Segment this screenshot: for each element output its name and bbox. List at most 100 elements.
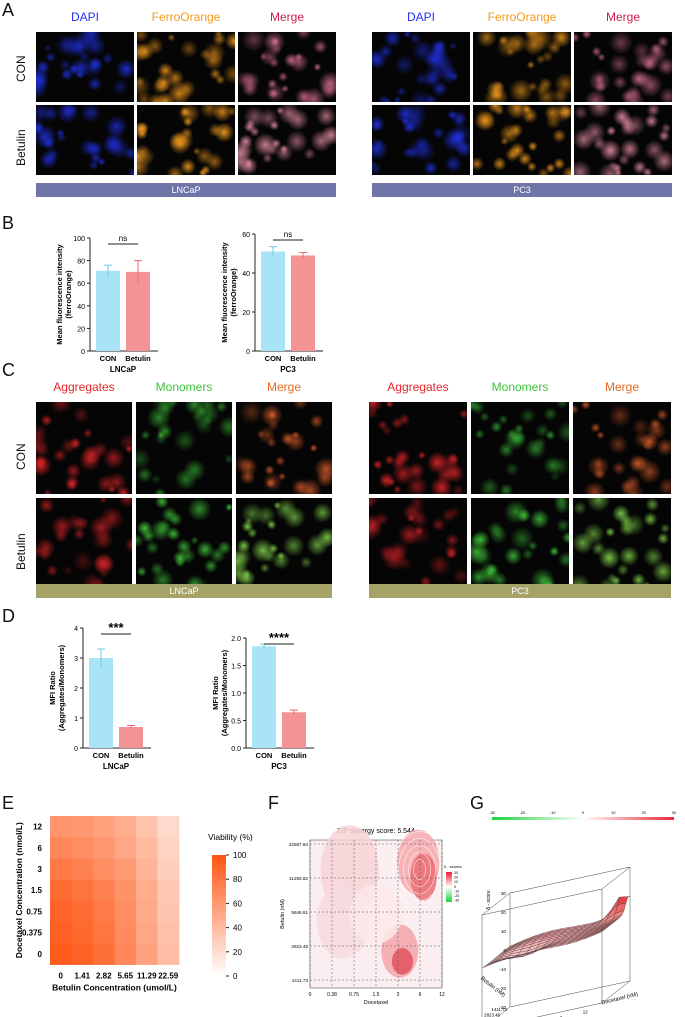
y-tick-label: 3: [74, 656, 78, 663]
micrograph-lncap-betulin-aggregates: [36, 498, 132, 590]
y-tick-label: 2.0: [231, 636, 241, 643]
micrograph-lncap-con-merge: [236, 402, 332, 494]
heatmap-cell: [136, 816, 158, 838]
x-tick-label: 5.65: [117, 971, 133, 980]
heatmap-cell: [114, 900, 137, 923]
y-axis-label: MFI Ratio(Aggregates/Monomers): [211, 649, 229, 736]
x-axis-label: PC3: [280, 365, 296, 374]
contour-line: [408, 852, 431, 887]
bar-chart-b-pc3: 0 20 40 60 CON Betulin PC3 ns Mean fluorescence …: [220, 230, 323, 374]
y-tick-label: 0.375: [22, 929, 43, 938]
heatmap-cell: [71, 922, 94, 944]
micrograph-lncap-betulin-dapi: [36, 105, 134, 175]
synergy-3d-surface: -30 -20 -10 0 10 20 30 30 20 10 0 -10 -20 -30 δ - scor…: [479, 810, 677, 1017]
y-tick-label: 3: [38, 865, 43, 874]
legend-tick-label: 10: [454, 880, 458, 884]
x-axis-label: LNCaP: [110, 365, 137, 374]
y-tick-label: 4: [74, 626, 78, 633]
y-tick-label: 2823.46: [291, 944, 308, 949]
column-header-merge: Merge: [266, 380, 301, 394]
z-tick-label: -20: [499, 986, 506, 991]
y-tick-label: 2823.46: [484, 1013, 500, 1017]
bar-betulin: [119, 727, 143, 748]
heatmap-cell: [93, 922, 115, 944]
surface-facet: [593, 929, 605, 936]
heatmap-cell: [157, 943, 180, 965]
panel-label-a: A: [2, 0, 15, 20]
x-tick-label: 1.5: [373, 992, 380, 998]
y-tick-label: 0: [74, 746, 78, 753]
x-tick-label: 0.38: [327, 992, 337, 998]
y-axis-label: MFI Ratio(Aggregates/Monomers): [48, 644, 66, 731]
panel-label-b: B: [2, 213, 15, 233]
colorbar-tick-label: -30: [489, 810, 496, 815]
x-tick-label: 12: [583, 1010, 588, 1015]
box-edge: [509, 980, 631, 1008]
heatmap-cell: [157, 922, 180, 944]
y-tick-label: 1411.73: [491, 1007, 507, 1012]
x-tick-label-betulin: Betulin: [281, 751, 307, 760]
heatmap-cell: [71, 943, 94, 965]
micrograph-pc3-con-merge: [574, 32, 672, 102]
y-tick-label: 60: [77, 281, 85, 288]
x-tick-label-con: CON: [256, 751, 273, 760]
heatmap-cell: [71, 879, 94, 902]
panel-label-c: C: [2, 360, 15, 380]
column-header-dapi: DAPI: [406, 10, 435, 24]
significance-marker: ns: [284, 230, 292, 239]
bar-con: [89, 658, 113, 748]
y-tick-label: 40: [242, 271, 250, 278]
x-tick-label: 22.59: [158, 971, 179, 980]
y-axis-label: Docetaxel Concentration (nmol/L): [14, 822, 24, 958]
contour-line: [403, 845, 436, 894]
x-tick-label-con: CON: [265, 354, 282, 363]
y-tick-label: 1.0: [231, 691, 241, 698]
y-tick-label: 100: [73, 236, 85, 243]
x-tick-label: 12: [439, 992, 445, 998]
panel-label-f: F: [268, 793, 279, 813]
colorbar-title: Viability (%): [208, 832, 253, 842]
colorbar-tick-label: 0: [233, 972, 238, 981]
significance-marker: ns: [119, 234, 127, 243]
heatmap-cell: [71, 837, 94, 859]
box-edge: [496, 1006, 511, 1017]
heatmap-cell: [71, 900, 94, 923]
y-tick-label: 0.5: [231, 719, 241, 726]
x-tick-label: 0: [59, 971, 64, 980]
micrograph-pc3-betulin-merge: [574, 105, 672, 175]
y-tick-label: 0.75: [26, 907, 42, 916]
heatmap-cell: [93, 816, 115, 838]
x-tick-label: 11.29: [137, 971, 157, 980]
micrograph-lncap-con-aggregates: [36, 402, 132, 494]
heatmap-cell: [71, 858, 94, 881]
cell-line-bar-lncap: LNCaP: [36, 183, 336, 197]
contour-region: [391, 948, 413, 975]
y-tick-label: 22587.64: [289, 842, 309, 847]
legend-colorbar: [446, 872, 452, 902]
box-edge: [601, 980, 631, 1004]
column-header-monomers: Monomers: [155, 380, 213, 394]
x-axis-label: LNCaP: [103, 762, 130, 771]
x-tick-label: 0: [309, 992, 312, 998]
y-tick-label: 0: [81, 349, 85, 356]
x-tick-label-con: CON: [100, 354, 117, 363]
heatmap-cell: [157, 900, 180, 923]
column-header-merge: Merge: [604, 380, 639, 394]
bar-chart-d-lncap: 0 1 2 3 4 CON Betulin LNCaP *** MFI Ratio(Aggrega…: [48, 620, 151, 771]
y-tick-label: 12: [33, 823, 42, 832]
colorbar-tick-label: 80: [233, 875, 242, 884]
heatmap-cell: [93, 879, 115, 902]
micrograph-pc3-con-merge: [573, 402, 671, 494]
surface-facet: [481, 963, 493, 969]
y-tick-label: 80: [77, 259, 85, 266]
column-header-ferroorange: FerroOrange: [151, 10, 221, 24]
y-tick-label: 60: [242, 232, 250, 239]
heatmap-cell: [50, 837, 72, 859]
x-axis-label: PC3: [271, 762, 287, 771]
y-axis-label: Betulin (nM): [280, 899, 286, 929]
colorbar: [492, 817, 674, 820]
legend-tick-label: 30: [454, 871, 458, 875]
micrograph-pc3-con-ferroorange: [473, 32, 571, 102]
y-tick-label: 2: [74, 686, 78, 693]
bar-betulin: [291, 255, 315, 351]
